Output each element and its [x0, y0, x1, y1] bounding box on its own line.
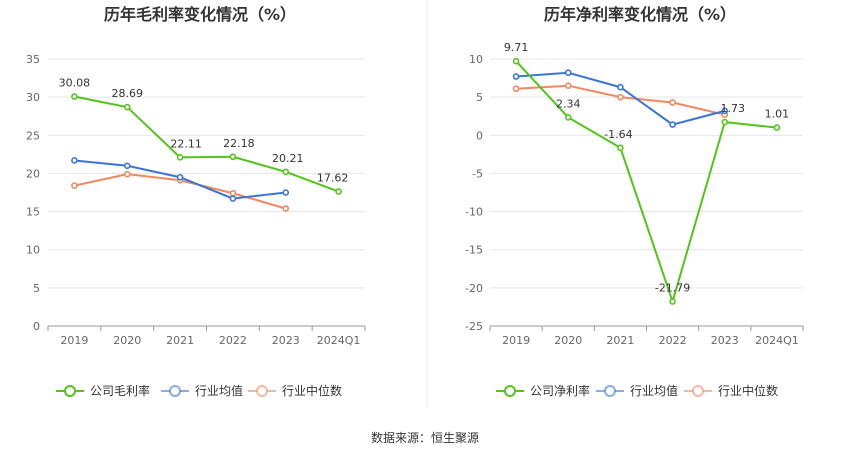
x-tick-label: 2020 — [554, 334, 582, 347]
x-tick-label: 2019 — [502, 334, 530, 347]
x-tick-label: 2022 — [659, 334, 687, 347]
industry-median-point — [229, 189, 237, 197]
industry-median-point — [71, 182, 78, 189]
industry-average-point — [176, 173, 184, 181]
gross-margin-data-label: 17.62 — [317, 172, 349, 185]
x-tick-label: 2023 — [711, 334, 739, 347]
legend-label: 行业均值 — [195, 383, 243, 398]
chart-title: 历年毛利率变化情况（%） — [104, 5, 296, 24]
net-margin-data-label: -1.64 — [604, 128, 632, 141]
gross-margin-data-label: 30.08 — [59, 77, 91, 90]
net-margin-point — [721, 118, 729, 126]
legend-marker-icon — [604, 385, 616, 397]
y-tick-label: -5 — [472, 167, 483, 180]
industry-average-point — [669, 121, 676, 128]
y-tick-label: 0 — [476, 129, 483, 142]
net-margin-data-label: 1.73 — [721, 102, 746, 115]
gross-margin-point — [176, 154, 184, 161]
legend-label: 公司净利率 — [530, 383, 590, 398]
legend-marker-icon — [504, 385, 516, 397]
legend-label: 公司毛利率 — [90, 383, 150, 398]
industry-average-point — [617, 83, 624, 91]
legend-marker-icon — [692, 385, 704, 397]
legend-label: 行业中位数 — [282, 383, 342, 398]
gross-margin-chart: 历年毛利率变化情况（%） 0 5 10 15 20 25 30 35 2019 2020 2021 20… — [26, 5, 366, 398]
y-tick-label: 5 — [476, 91, 483, 104]
legend-item-gross-margin[interactable]: 公司毛利率 — [56, 383, 150, 398]
net-margin-line — [515, 60, 778, 305]
legend-item-net-margin[interactable]: 公司净利率 — [496, 383, 590, 398]
gross-margin-data-label: 20.21 — [272, 152, 304, 165]
industry-average-point — [71, 157, 78, 164]
y-tick-label: 0 — [33, 320, 40, 333]
y-tick-label: -25 — [465, 320, 483, 333]
industry-median-point — [617, 93, 624, 101]
gross-margin-data-label: 22.11 — [170, 137, 202, 150]
x-tick-label: 2024Q1 — [317, 334, 361, 347]
gross-margin-point — [282, 168, 290, 176]
y-tick-label: 20 — [26, 167, 40, 180]
industry-average-point — [512, 73, 520, 80]
x-tick-label: 2024Q1 — [755, 334, 799, 347]
y-tick-label: -15 — [465, 244, 483, 257]
chart-title: 历年净利率变化情况（%） — [544, 5, 736, 24]
net-margin-data-label: 9.71 — [504, 41, 529, 54]
y-tick-label: 15 — [26, 206, 40, 219]
legend-item-industry-average[interactable]: 行业均值 — [596, 383, 678, 398]
net-margin-data-label: 1.01 — [765, 108, 790, 121]
x-tick-label: 2021 — [606, 334, 634, 347]
industry-median-point — [123, 170, 131, 178]
y-tick-label: 10 — [469, 53, 483, 66]
industry-average-point — [564, 69, 572, 77]
y-tick-label: -20 — [465, 282, 483, 295]
industry-average-point — [123, 162, 131, 170]
y-tick-label: 10 — [26, 244, 40, 257]
y-tick-label: 35 — [26, 53, 40, 66]
gross-margin-data-label: 22.18 — [223, 137, 255, 150]
net-margin-point — [564, 114, 572, 121]
gross-margin-point — [229, 153, 237, 161]
legend-marker-icon — [256, 385, 268, 397]
legend-label: 行业中位数 — [718, 383, 778, 398]
y-tick-label: 5 — [33, 282, 40, 295]
x-tick-label: 2021 — [166, 334, 194, 347]
y-tick-label: 25 — [26, 129, 40, 142]
industry-median-point — [564, 82, 572, 89]
x-tick-label: 2019 — [60, 334, 88, 347]
source-note: 数据来源：恒生聚源 — [371, 430, 479, 445]
legend-item-industry-median[interactable]: 行业中位数 — [684, 383, 778, 398]
net-margin-point — [669, 298, 676, 305]
net-margin-data-label: -21.79 — [655, 282, 690, 295]
net-margin-chart: 历年净利率变化情况（%） -25 -20 -15 -10 -5 0 5 10 2019 2020 20… — [465, 5, 804, 398]
gross-margin-point — [335, 188, 342, 195]
industry-median-point — [282, 205, 290, 212]
x-tick-label: 2023 — [272, 334, 300, 347]
gross-margin-point — [123, 103, 131, 111]
industry-median-point — [669, 99, 676, 106]
net-margin-point — [617, 144, 624, 152]
x-tick-label: 2022 — [219, 334, 247, 347]
industry-median-point — [512, 85, 520, 93]
industry-average-point — [721, 107, 729, 115]
legend-marker-icon — [169, 385, 181, 397]
gross-margin-data-label: 28.69 — [112, 87, 144, 100]
industry-average-point — [282, 189, 290, 196]
legend-label: 行业均值 — [630, 383, 678, 398]
industry-average-point — [229, 195, 237, 202]
legend-item-industry-average[interactable]: 行业均值 — [161, 383, 243, 398]
gross-margin-point — [71, 93, 78, 100]
x-tick-label: 2020 — [113, 334, 141, 347]
legend-marker-icon — [64, 385, 76, 397]
legend-item-industry-median[interactable]: 行业中位数 — [248, 383, 342, 398]
y-tick-label: -10 — [465, 206, 483, 219]
net-margin-data-label: 2.34 — [556, 97, 581, 110]
net-margin-point — [773, 124, 781, 131]
net-margin-point — [512, 57, 520, 65]
gross-margin-line — [74, 95, 339, 193]
y-tick-label: 30 — [26, 91, 40, 104]
